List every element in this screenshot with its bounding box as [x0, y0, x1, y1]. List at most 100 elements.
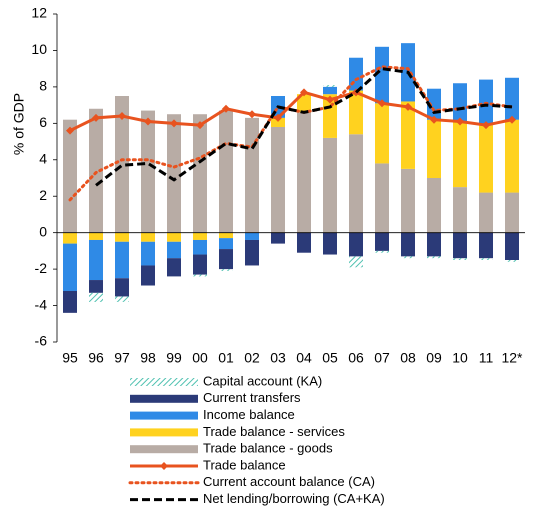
- bar-segment: [193, 254, 207, 275]
- y-tick-label: 6: [39, 114, 47, 130]
- bar-segment: [167, 258, 181, 277]
- legend-label: Net lending/borrowing (CA+KA): [203, 491, 385, 506]
- bar-segment: [193, 114, 207, 233]
- bar-segment: [349, 232, 363, 257]
- bar-segment: [375, 103, 389, 164]
- bar-segment: [453, 187, 467, 233]
- bar-segment: [297, 112, 311, 233]
- x-tick-label: 06: [348, 350, 364, 366]
- x-tick-label: 10: [452, 350, 468, 366]
- bar-segment: [63, 290, 77, 313]
- line-marker: [248, 110, 256, 119]
- bar-segment: [427, 119, 441, 178]
- x-tick-label: 99: [166, 350, 182, 366]
- bar-segment: [141, 265, 155, 286]
- bar-segment: [115, 296, 129, 302]
- x-tick-label: 04: [296, 350, 312, 366]
- bar-segment: [349, 90, 363, 135]
- series-line: [69, 90, 513, 132]
- x-tick-label: 97: [114, 350, 130, 366]
- x-tick-label: 00: [192, 350, 208, 366]
- line-marker: [222, 104, 230, 113]
- x-tick-label: 11: [479, 350, 494, 366]
- bar-segment: [375, 163, 389, 233]
- bar-segment: [479, 192, 493, 233]
- line-marker: [378, 99, 386, 108]
- bar-segment: [375, 232, 389, 251]
- x-tick-label: 03: [270, 350, 286, 366]
- bar-segment: [401, 101, 415, 169]
- line-marker: [404, 102, 412, 111]
- bar-segment: [427, 178, 441, 233]
- legend-label: Trade balance - services: [203, 424, 345, 439]
- bar-segment: [89, 292, 103, 302]
- bar-segment: [245, 117, 259, 233]
- y-tick-label: 4: [39, 150, 47, 166]
- bar-segment: [349, 134, 363, 233]
- y-axis-label: % of GDP: [11, 93, 27, 155]
- series-line: [68, 65, 514, 202]
- bar-segment: [89, 239, 103, 281]
- legend-swatch: [130, 411, 198, 420]
- x-tick-label: 02: [244, 350, 260, 366]
- bar-segment: [323, 86, 337, 95]
- legend-label: Trade balance: [203, 457, 286, 472]
- bar-segment: [63, 243, 77, 291]
- bar-segment: [297, 94, 311, 113]
- line-marker: [92, 113, 100, 122]
- legend-label: Trade balance - goods: [203, 441, 333, 456]
- bar-segment: [401, 232, 415, 257]
- line-marker: [274, 113, 282, 122]
- bar-segment: [349, 57, 363, 91]
- bar-segment: [219, 232, 233, 239]
- line-marker: [118, 112, 126, 121]
- y-tick-label: 12: [31, 5, 47, 21]
- bar-segment: [115, 96, 129, 233]
- bar-segment: [63, 119, 77, 233]
- bar-segment: [63, 232, 77, 244]
- bar-segment: [271, 126, 285, 233]
- bar-segment: [401, 168, 415, 233]
- bar-segment: [427, 232, 441, 257]
- y-tick-label: 8: [39, 78, 47, 94]
- bar-segment: [375, 250, 389, 253]
- line-marker: [456, 117, 464, 126]
- x-tick-label: 95: [62, 350, 78, 366]
- bar-segment: [141, 110, 155, 233]
- line-marker: [300, 88, 308, 97]
- bar-segment: [349, 256, 363, 268]
- legend-marker: [160, 462, 168, 470]
- bar-segment: [375, 46, 389, 104]
- line-marker: [326, 95, 334, 104]
- bar-segment: [219, 269, 233, 271]
- bar-segment: [115, 241, 129, 279]
- y-tick-label: 0: [39, 223, 47, 239]
- bar-segment: [89, 108, 103, 233]
- legend-swatch: [130, 378, 198, 386]
- y-tick-label: -6: [35, 333, 48, 349]
- line-marker: [430, 115, 438, 124]
- bar-segment: [141, 232, 155, 242]
- legend-label: Current transfers: [203, 390, 301, 405]
- bar-segment: [193, 239, 207, 255]
- bar-segment: [89, 232, 103, 240]
- bar-segment: [505, 232, 519, 260]
- line-marker: [144, 117, 152, 126]
- bar-segment: [245, 232, 259, 240]
- x-tick-label: 05: [322, 350, 338, 366]
- line-marker: [196, 121, 204, 130]
- bar-segment: [479, 258, 493, 260]
- bar-segment: [271, 117, 285, 127]
- legend-swatch: [130, 428, 198, 437]
- bar-segment: [323, 137, 337, 233]
- bar-segment: [323, 232, 337, 255]
- x-tick-label: 07: [374, 350, 390, 366]
- line-marker: [170, 119, 178, 128]
- bar-segment: [219, 249, 233, 270]
- bar-segment: [193, 274, 207, 277]
- bar-segment: [453, 258, 467, 260]
- legend-label: Current account balance (CA): [203, 474, 375, 489]
- bar-segment: [297, 232, 311, 253]
- bar-segment: [167, 241, 181, 259]
